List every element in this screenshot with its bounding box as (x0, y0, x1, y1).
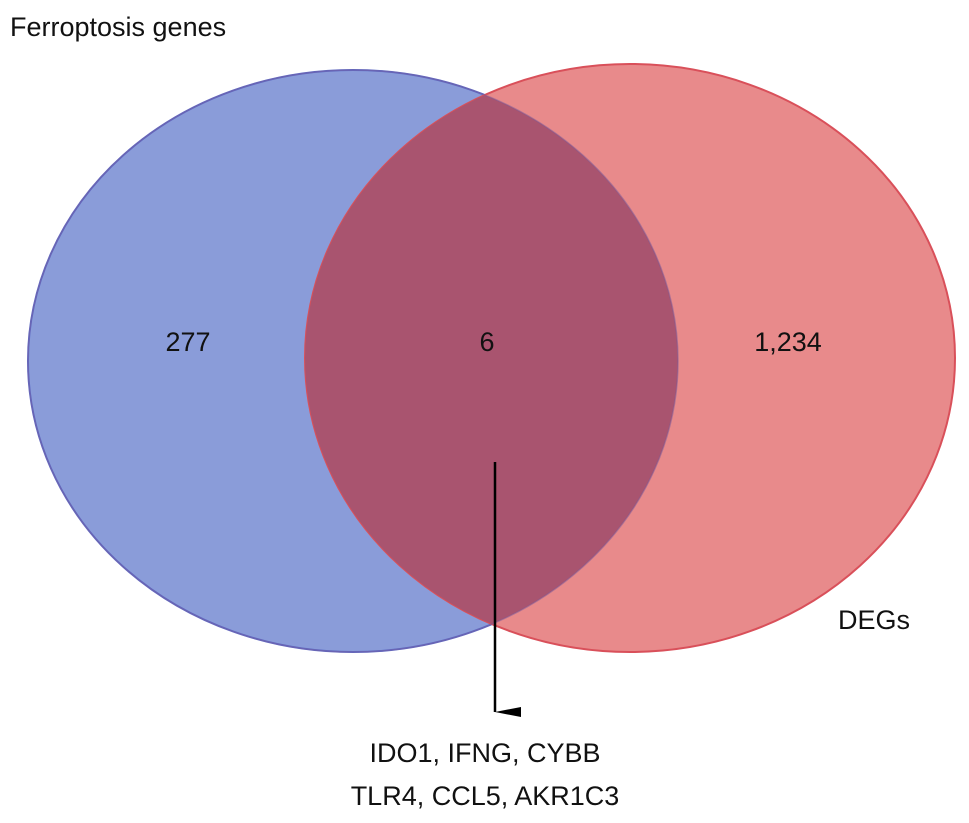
gene-list: TLR4, CCL5, AKR1C3 (351, 781, 620, 811)
set-outline-left (27, 69, 679, 653)
set-label: Ferroptosis genes (10, 12, 226, 42)
region-count: 6 (479, 327, 494, 357)
set-label: DEGs (838, 605, 910, 635)
gene-list: IDO1, IFNG, CYBB (369, 738, 600, 768)
region-count: 1,234 (754, 327, 822, 357)
overlap-region (305, 70, 678, 652)
region-count: 277 (165, 327, 210, 357)
